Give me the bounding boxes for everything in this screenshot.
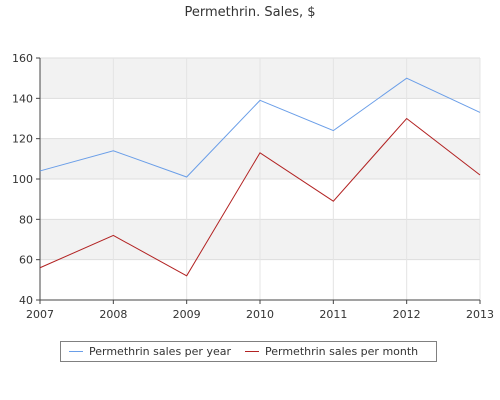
x-tick-label: 2009	[173, 308, 201, 321]
x-tick-label: 2012	[393, 308, 421, 321]
legend-item-series-1: Permethrin sales per year	[69, 345, 231, 358]
x-tick-label: 2010	[246, 308, 274, 321]
x-tick-label: 2011	[319, 308, 347, 321]
y-tick-label: 80	[19, 213, 33, 226]
x-tick-label: 2007	[26, 308, 54, 321]
series-line-2	[39, 117, 481, 277]
y-tick-label: 100	[12, 173, 33, 186]
series-line-1	[39, 77, 481, 178]
legend: Permethrin sales per year Permethrin sal…	[60, 341, 437, 362]
y-tick-label: 60	[19, 254, 33, 267]
chart-title: Permethrin. Sales, $	[184, 5, 316, 20]
legend-item-series-2: Permethrin sales per month	[245, 345, 418, 358]
y-tick-label: 140	[12, 92, 33, 105]
legend-label-series-1: Permethrin sales per year	[89, 345, 231, 358]
legend-label-series-2: Permethrin sales per month	[265, 345, 419, 358]
y-tick-label: 160	[12, 52, 33, 65]
x-tick-label: 2008	[99, 308, 127, 321]
x-tick-label: 2013	[466, 308, 494, 321]
y-tick-label: 40	[19, 294, 33, 307]
legend-swatch-series-2	[245, 351, 259, 352]
legend-swatch-series-1	[69, 351, 83, 352]
y-tick-label: 120	[12, 133, 33, 146]
